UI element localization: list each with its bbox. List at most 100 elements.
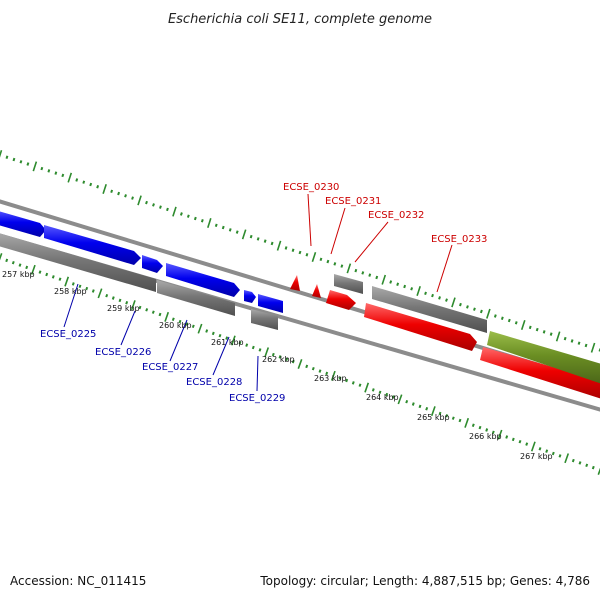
minor-tick xyxy=(105,293,109,298)
minor-tick xyxy=(284,246,288,250)
minor-tick xyxy=(493,314,497,318)
minor-tick xyxy=(584,343,588,348)
minor-tick xyxy=(425,406,429,411)
major-tick xyxy=(564,453,570,464)
minor-tick xyxy=(518,439,522,444)
major-tick xyxy=(241,229,247,240)
kbp-labels: 257 kbp 258 kbp 259 kbp 260 kbp 261 kbp … xyxy=(2,270,553,461)
minor-tick xyxy=(89,182,93,187)
feature-olive xyxy=(487,331,600,384)
gene-label-ECSE_0225: ECSE_0225 xyxy=(40,329,96,340)
gene-label-ECSE_0229: ECSE_0229 xyxy=(229,393,285,404)
minor-tick xyxy=(410,287,414,291)
kbp-label-264: 264 kbp xyxy=(366,393,399,402)
minor-tick xyxy=(218,333,222,338)
kbp-label-260: 260 kbp xyxy=(159,321,192,330)
major-tick xyxy=(416,286,421,297)
minor-tick xyxy=(438,411,442,416)
gene-label-ECSE_0230: ECSE_0230 xyxy=(283,182,339,193)
minor-tick xyxy=(159,205,162,209)
gene-arrow-ECSE_0230 xyxy=(290,275,300,291)
gene-body-0229 xyxy=(251,309,278,330)
gene-arrow-reverse-next xyxy=(480,347,600,399)
minor-tick xyxy=(54,171,58,175)
leader-ECSE_0225 xyxy=(63,283,79,328)
minor-tick xyxy=(459,302,462,307)
minor-tick xyxy=(319,257,323,262)
accession-text: Accession: NC_011415 xyxy=(10,574,146,588)
gene-arrow-ECSE_0233 xyxy=(364,303,477,351)
major-tick xyxy=(102,184,107,195)
minor-tick xyxy=(221,225,225,230)
major-tick xyxy=(297,359,303,369)
minor-tick xyxy=(585,463,589,468)
minor-tick xyxy=(491,430,495,435)
minor-tick xyxy=(118,298,122,303)
minor-tick xyxy=(71,282,75,286)
kbp-label-261: 261 kbp xyxy=(211,338,244,347)
minor-tick xyxy=(38,270,42,274)
gene-label-ECSE_0226: ECSE_0226 xyxy=(95,347,151,358)
minor-tick xyxy=(378,390,382,395)
kbp-label-258: 258 kbp xyxy=(54,287,87,296)
major-tick xyxy=(330,370,336,381)
minor-tick xyxy=(403,284,407,289)
minor-tick xyxy=(285,357,289,362)
minor-tick xyxy=(25,265,29,270)
minor-tick xyxy=(151,310,155,314)
gene-arrow-ECSE_0228 xyxy=(166,263,240,297)
gene-body-0232 xyxy=(334,274,363,294)
minor-tick xyxy=(318,369,322,373)
minor-tick xyxy=(507,318,511,323)
minor-tick xyxy=(478,425,482,430)
major-tick xyxy=(264,347,270,358)
minor-tick xyxy=(418,404,422,409)
kbp-label-259: 259 kbp xyxy=(107,304,140,313)
minor-tick xyxy=(278,355,282,359)
minor-tick xyxy=(558,454,562,458)
minor-tick xyxy=(311,366,315,371)
minor-tick xyxy=(542,330,546,334)
minor-tick xyxy=(445,414,449,418)
minor-tick xyxy=(326,259,330,264)
gene-labels: ECSE_0225 ECSE_0226 ECSE_0227 ECSE_0228 … xyxy=(40,182,487,404)
minor-tick xyxy=(178,319,182,324)
kbp-label-267: 267 kbp xyxy=(520,452,553,461)
kbp-label-263: 263 kbp xyxy=(314,374,347,383)
minor-tick xyxy=(371,388,375,392)
major-tick xyxy=(381,274,387,285)
minor-tick xyxy=(117,191,121,196)
minor-tick xyxy=(26,162,30,166)
leader-ECSE_0233 xyxy=(436,244,453,293)
major-tick xyxy=(451,297,456,308)
minor-tick xyxy=(78,284,82,289)
minor-tick xyxy=(333,262,337,266)
minor-tick xyxy=(214,223,218,228)
major-tick xyxy=(197,323,203,334)
minor-tick xyxy=(340,264,344,268)
minor-tick xyxy=(47,169,51,173)
minor-tick xyxy=(368,273,372,277)
major-tick xyxy=(97,288,103,299)
minor-tick xyxy=(535,327,539,332)
gene-label-ECSE_0233: ECSE_0233 xyxy=(431,234,487,245)
minor-tick xyxy=(458,418,462,423)
minor-tick xyxy=(124,194,127,198)
major-tick xyxy=(430,406,436,417)
minor-tick xyxy=(338,376,342,380)
map-title: Escherichia coli SE11, complete genome xyxy=(168,12,432,27)
minor-tick xyxy=(514,321,518,325)
minor-tick xyxy=(525,442,529,446)
minor-tick xyxy=(12,157,16,162)
minor-tick xyxy=(551,451,555,456)
minor-tick xyxy=(545,449,549,453)
minor-tick xyxy=(389,280,393,284)
gene-arrow-ECSE_0229 xyxy=(244,290,256,303)
gene-body-0225 xyxy=(0,233,156,292)
major-tick xyxy=(364,382,370,393)
minor-tick xyxy=(228,228,232,232)
major-tick xyxy=(0,253,3,261)
minor-tick xyxy=(249,234,253,239)
gene-arrow-ECSE_0232 xyxy=(326,290,356,310)
